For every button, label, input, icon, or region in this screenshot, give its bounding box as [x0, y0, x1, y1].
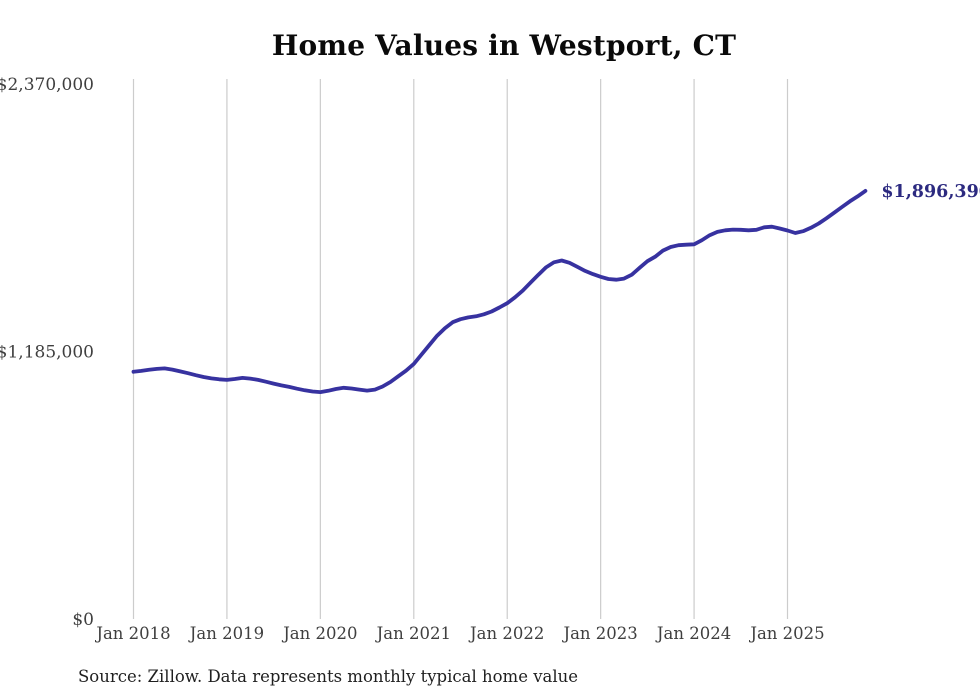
y-tick-label: $0: [72, 610, 94, 630]
x-tick-label: Jan 2024: [655, 624, 731, 643]
y-tick-label: $1,185,000: [0, 343, 94, 363]
value-line: [131, 188, 868, 395]
x-tick-label: Jan 2021: [375, 624, 451, 643]
chart-title: Home Values in Westport, CT: [271, 29, 737, 62]
x-tick-label: Jan 2018: [94, 624, 170, 643]
x-tick-label: Jan 2020: [281, 624, 357, 643]
y-tick-label: $2,370,000: [0, 75, 94, 95]
x-tick-label: Jan 2025: [748, 624, 824, 643]
x-tick-label: Jan 2023: [561, 624, 637, 643]
x-tick-label: Jan 2022: [468, 624, 544, 643]
source-note: Source: Zillow. Data represents monthly …: [78, 667, 579, 686]
end-value-label: $1,896,390: [881, 182, 980, 202]
x-tick-label: Jan 2019: [188, 624, 264, 643]
